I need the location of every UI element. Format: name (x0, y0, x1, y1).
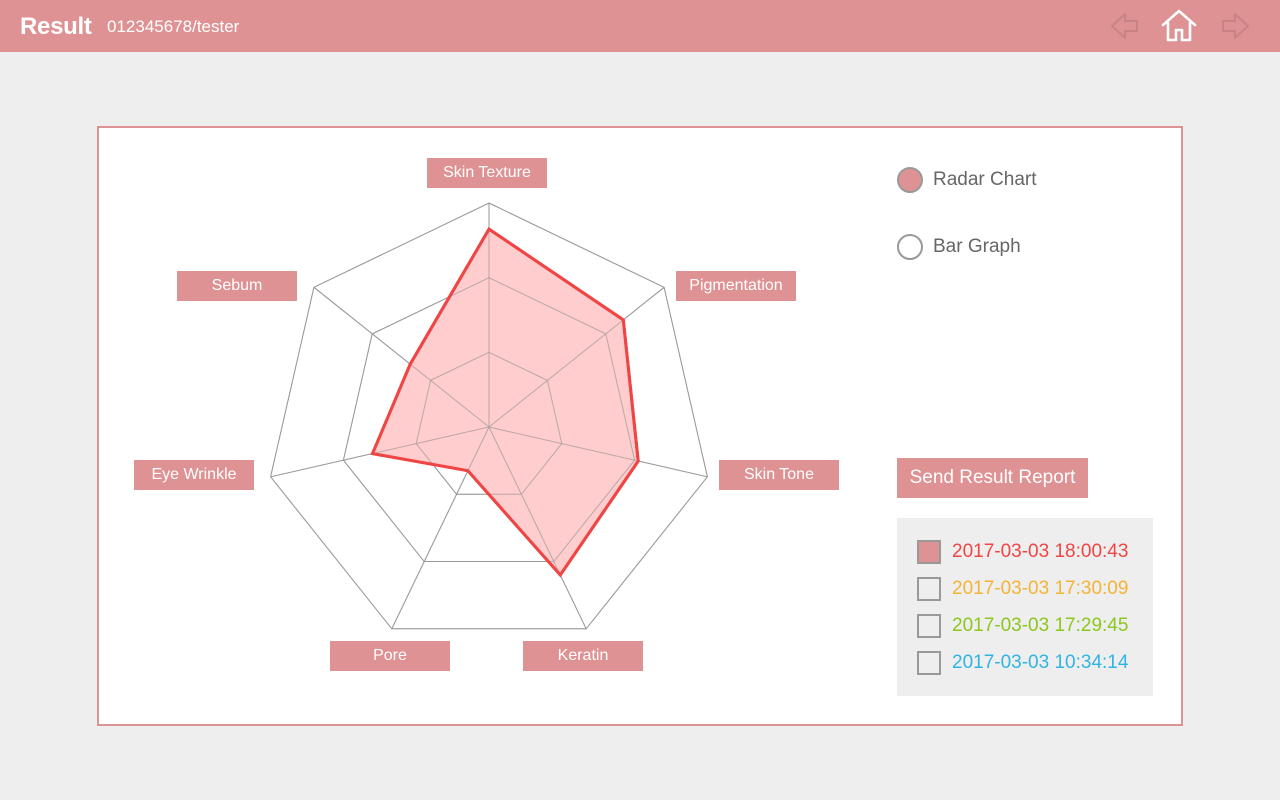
send-result-report-button[interactable]: Send Result Report (897, 458, 1088, 498)
radar-grid-ring-overlay (342, 277, 636, 562)
radar-series-area (370, 226, 640, 578)
history-checkbox[interactable] (917, 540, 941, 564)
radar-axis-line-overlay (488, 426, 587, 630)
radio-indicator[interactable] (897, 167, 923, 193)
result-panel: Skin Texture Pigmentation Skin Tone Kera… (97, 126, 1183, 726)
radar-axis-line-overlay (270, 426, 490, 478)
home-icon (1161, 9, 1197, 42)
axis-label-skin-tone: Skin Tone (719, 460, 839, 490)
axis-label-pigmentation: Pigmentation (676, 271, 796, 301)
history-timestamp: 2017-03-03 17:29:45 (952, 615, 1129, 636)
arrow-left-icon (1110, 12, 1139, 40)
user-id-label: 012345678/tester (107, 17, 240, 36)
radio-radar-chart[interactable]: Radar Chart (897, 164, 1037, 196)
history-checkbox[interactable] (917, 614, 941, 638)
history-item[interactable]: 2017-03-03 17:29:45 (917, 613, 1128, 639)
history-timestamp: 2017-03-03 10:34:14 (952, 652, 1129, 673)
radar-axis-line-overlay (488, 426, 708, 478)
page-title: Result (20, 13, 92, 40)
radar-grid-ring-overlay (270, 202, 708, 630)
history-item[interactable]: 2017-03-03 10:34:14 (917, 650, 1128, 676)
history-checkbox[interactable] (917, 577, 941, 601)
back-button[interactable] (1105, 6, 1145, 46)
axis-label-pore: Pore (330, 641, 450, 671)
radar-axis-line-overlay (313, 286, 490, 428)
radio-label: Bar Graph (933, 236, 1021, 257)
forward-button[interactable] (1215, 6, 1255, 46)
history-list: 2017-03-03 18:00:43 2017-03-03 17:30:09 … (897, 518, 1153, 696)
home-button[interactable] (1159, 6, 1199, 46)
radar-series-outline (370, 226, 640, 578)
radar-axis-line-overlay (488, 286, 665, 428)
axis-label-sebum: Sebum (177, 271, 297, 301)
radio-label: Radar Chart (933, 169, 1037, 190)
axis-label-keratin: Keratin (523, 641, 643, 671)
radar-axis-line-overlay (391, 426, 490, 630)
history-timestamp: 2017-03-03 17:30:09 (952, 578, 1129, 599)
axis-label-skin-texture: Skin Texture (427, 158, 547, 188)
history-item[interactable]: 2017-03-03 18:00:43 (917, 539, 1128, 565)
radio-indicator[interactable] (897, 234, 923, 260)
top-bar: Result 012345678/tester (0, 0, 1280, 52)
radar-chart (270, 202, 708, 630)
arrow-right-icon (1221, 12, 1250, 40)
history-timestamp: 2017-03-03 18:00:43 (952, 541, 1129, 562)
history-item[interactable]: 2017-03-03 17:30:09 (917, 576, 1128, 602)
radio-bar-graph[interactable]: Bar Graph (897, 231, 1021, 263)
axis-label-eye-wrinkle: Eye Wrinkle (134, 460, 254, 490)
history-checkbox[interactable] (917, 651, 941, 675)
